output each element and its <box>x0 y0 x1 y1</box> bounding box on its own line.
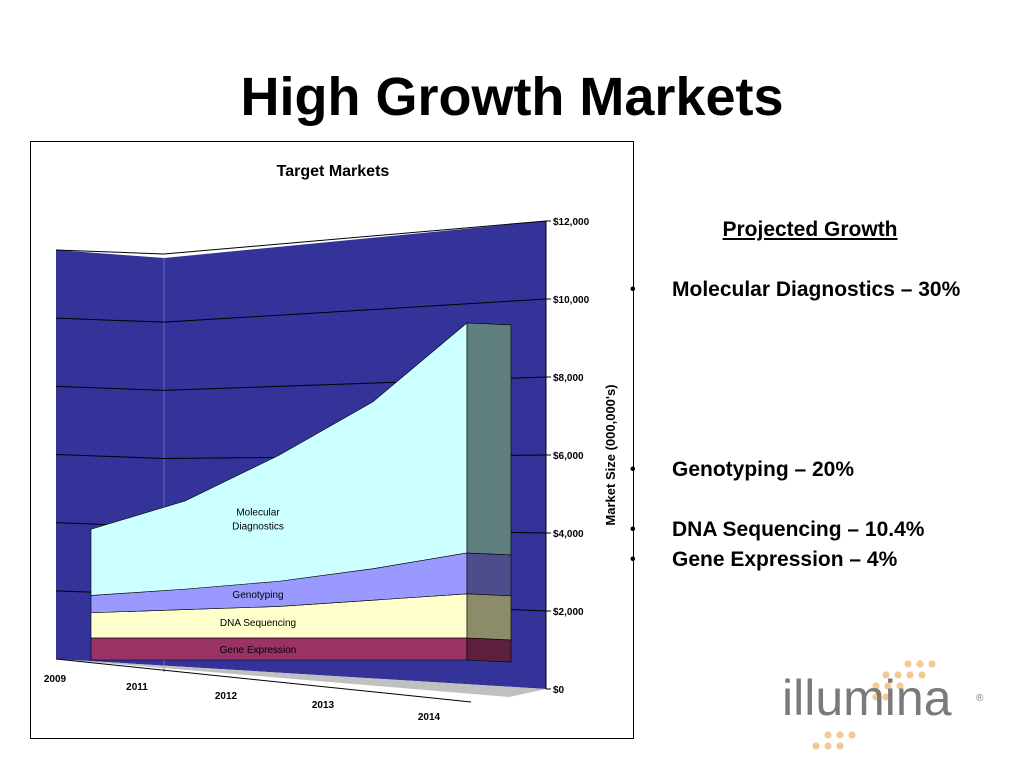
chart-frame: $0 $2,000 $4,000 $6,000 $8,000 $10,000 $12,000… <box>30 141 634 739</box>
logo-dot <box>882 671 890 679</box>
logo-dot <box>906 671 914 679</box>
y-axis-label: Market Size (000,000's) <box>603 384 618 525</box>
logo-dot <box>916 660 924 668</box>
growth-item-text: Molecular Diagnostics – 30% <box>672 278 961 301</box>
growth-item-dna-sequencing: • DNA Sequencing – 10.4% <box>630 518 924 542</box>
x-axis-line <box>55 658 472 703</box>
logo-dot <box>812 742 820 750</box>
growth-item-gene-expression: • Gene Expression – 4% <box>630 548 897 572</box>
x-tick-label: 2011 <box>126 682 148 693</box>
logo-dot <box>872 693 880 701</box>
slide-title: High Growth Markets <box>240 67 784 127</box>
growth-item-molecular-diagnostics: • Molecular Diagnostics – 30% <box>630 278 960 302</box>
registered-mark: ® <box>976 693 984 704</box>
logo-dots-icon <box>812 660 936 750</box>
growth-item-genotyping: • Genotyping – 20% <box>630 458 854 482</box>
chart-floor <box>56 659 546 697</box>
x-tick-label: 2012 <box>215 691 238 702</box>
logo-wordmark: illumina <box>782 670 952 726</box>
y-tick-label: $4,000 <box>553 529 584 540</box>
growth-item-text: DNA Sequencing – 10.4% <box>672 518 925 541</box>
gridline <box>55 220 547 255</box>
area-side-dna-sequencing <box>466 593 512 641</box>
bullet-icon: • <box>630 281 636 298</box>
x-tick-label: 2014 <box>418 712 441 723</box>
bullet-icon: • <box>630 461 636 478</box>
series-label: Gene Expression <box>220 645 297 656</box>
logo-dot <box>882 693 890 701</box>
logo-dot <box>824 731 832 739</box>
logo-dot <box>836 742 844 750</box>
y-tick-label: $6,000 <box>553 451 584 462</box>
chart-title: Target Markets <box>277 163 390 180</box>
logo-dot <box>836 731 844 739</box>
target-markets-chart: $0 $2,000 $4,000 $6,000 $8,000 $10,000 $12,000… <box>44 163 618 723</box>
series-label: Molecular <box>236 507 280 518</box>
y-tick-label: $8,000 <box>553 373 584 384</box>
logo-dot <box>894 671 902 679</box>
logo-dot <box>896 682 904 690</box>
y-tick-label: $10,000 <box>553 295 590 306</box>
bullet-icon: • <box>630 521 636 538</box>
y-tick-label: $0 <box>553 685 565 696</box>
growth-item-text: Gene Expression – 4% <box>672 548 898 571</box>
gridline <box>55 298 547 323</box>
logo-dot <box>848 731 856 739</box>
logo-dot <box>904 660 912 668</box>
x-tick-label: 2013 <box>312 700 335 711</box>
area-side-gene-expression <box>466 637 512 663</box>
projected-growth-heading: Projected Growth <box>722 218 898 241</box>
logo-dot <box>928 660 936 668</box>
logo-dot <box>884 682 892 690</box>
x-tick-label: 2009 <box>44 674 67 685</box>
series-label: DNA Sequencing <box>220 618 296 629</box>
illumina-logo: illumina ® <box>780 655 1000 755</box>
area-side-molecular-diagnostics <box>466 322 512 556</box>
bullet-icon: • <box>630 551 636 568</box>
logo-dot <box>824 742 832 750</box>
area-side-genotyping <box>466 552 512 597</box>
logo-dot <box>872 682 880 690</box>
growth-item-text: Genotyping – 20% <box>672 458 855 481</box>
logo-dot <box>918 671 926 679</box>
y-tick-label: $12,000 <box>553 217 590 228</box>
series-label: Genotyping <box>232 590 283 601</box>
series-label: Diagnostics <box>232 521 284 532</box>
y-tick-label: $2,000 <box>553 607 584 618</box>
